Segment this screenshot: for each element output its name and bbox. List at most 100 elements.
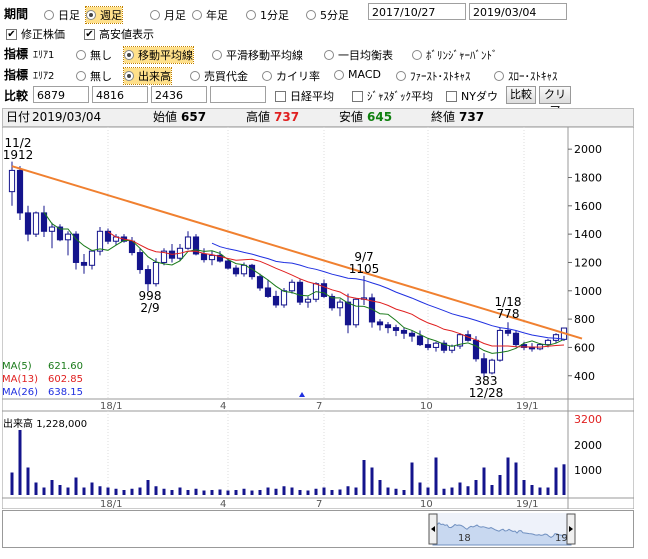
indicator2-option-4[interactable]: MACD: [334, 68, 381, 81]
indicator1-option-label: 平滑移動平均線: [226, 49, 303, 62]
volume-bar: [306, 490, 310, 495]
indicator1-option-2[interactable]: 平滑移動平均線: [212, 47, 303, 63]
volume-bar: [90, 482, 94, 495]
ma-legend-label: MA(26): [2, 387, 38, 398]
x-tick-label: 19/1: [516, 401, 538, 412]
candle: [80, 261, 88, 266]
candle: [432, 342, 440, 348]
volume-bar: [242, 488, 246, 495]
period-option-label: 日足: [58, 9, 80, 22]
compare-code-4[interactable]: [210, 86, 266, 103]
period-option-1[interactable]: 週足: [85, 6, 123, 24]
volume-bar: [202, 490, 206, 495]
radio-icon: [306, 10, 316, 20]
annotation-high_3-line2: 778: [497, 307, 520, 321]
jasdaq-checkbox[interactable]: ｼﾞｬｽﾀﾞｯｸ平均: [352, 88, 433, 104]
volume-bar: [386, 487, 390, 495]
period-option-5[interactable]: 5分足: [306, 7, 349, 23]
radio-icon: [246, 10, 256, 20]
indicator2-option-5[interactable]: ﾌｧｰｽﾄ･ｽﾄｷｬｽ: [396, 68, 471, 84]
annotation-high_2-line1: 9/7: [354, 250, 373, 264]
indicator2-area: ｴﾘｱ2: [33, 71, 55, 82]
indicator1-option-label: 移動平均線: [138, 49, 193, 62]
x-tick-label-volume: 19/1: [516, 499, 538, 509]
highlow-check-icon: ✔: [84, 28, 95, 40]
indicator1-option-1[interactable]: 移動平均線: [123, 46, 194, 64]
compare-code-1[interactable]: 6879: [33, 86, 89, 103]
volume-bar: [290, 487, 294, 495]
volume-bar: [74, 477, 78, 495]
compare-code-3[interactable]: 2436: [151, 86, 207, 103]
volume-bar: [82, 487, 86, 495]
candle: [520, 344, 528, 348]
volume-bar: [178, 487, 182, 495]
volume-bar: [42, 487, 46, 495]
clear-button[interactable]: クリア: [539, 86, 571, 117]
navigator-tick: 18: [458, 533, 471, 544]
y-tick-label: 2000: [574, 143, 602, 156]
period-option-2[interactable]: 月足: [150, 7, 186, 23]
candle: [496, 329, 504, 361]
indicator1-option-4[interactable]: ﾎﾞﾘﾝｼﾞｬｰﾊﾞﾝﾄﾞ: [412, 47, 498, 63]
radio-icon: [396, 71, 406, 81]
nydow-checkbox[interactable]: NYダウ: [446, 88, 498, 104]
period-option-3[interactable]: 年足: [192, 7, 228, 23]
trend-line[interactable]: [11, 165, 583, 340]
candle: [216, 254, 224, 262]
radio-icon: [76, 50, 86, 60]
x-tick-label: 7: [316, 401, 322, 412]
open-value: 657: [181, 110, 207, 124]
indicator1-option-3[interactable]: 一目均衡表: [324, 47, 393, 63]
volume-bar: [482, 467, 486, 495]
volume-bar: [410, 462, 414, 495]
highlow-checkbox[interactable]: ✔ 高安値表示: [84, 26, 154, 42]
y-tick-label: 400: [574, 370, 595, 383]
candle: [240, 264, 248, 275]
candle: [96, 230, 104, 252]
candle: [72, 233, 80, 263]
candle: [288, 281, 296, 292]
indicator2-label: 指標: [4, 68, 29, 82]
indicator2-option-label: カイリ率: [276, 70, 320, 83]
ma-legend-label: MA(5): [2, 361, 32, 372]
period-option-label: 月足: [164, 9, 186, 22]
ohlc-info-bar: 日付 2019/03/04 始値 657 高値 737 安値 645 終値 73…: [2, 108, 634, 127]
radio-icon: [124, 50, 134, 60]
indicator2-option-label: 無し: [90, 70, 112, 83]
candle: [320, 283, 328, 297]
indicator1-option-label: 無し: [90, 49, 112, 62]
candle: [272, 295, 280, 306]
right-arrow-icon: [569, 526, 573, 532]
volume-bar: [362, 460, 366, 495]
volume-bar: [106, 487, 110, 495]
navigator[interactable]: 18 19: [2, 510, 634, 548]
period-option-0[interactable]: 日足: [44, 7, 80, 23]
indicator2-option-6[interactable]: ｽﾛｰ･ｽﾄｷｬｽ: [494, 68, 558, 84]
low-label: 安値: [339, 110, 364, 124]
adjusted-price-checkbox[interactable]: ✔ 修正株価: [6, 26, 65, 42]
period-option-4[interactable]: 1分足: [246, 7, 289, 23]
indicator2-option-3[interactable]: カイリ率: [262, 68, 320, 84]
indicator2-option-1[interactable]: 出来高: [123, 67, 172, 85]
volume-bar: [170, 490, 174, 495]
volume-bar: [418, 482, 422, 495]
volume-bar: [434, 457, 438, 495]
volume-bar: [26, 467, 30, 495]
radio-icon: [44, 10, 54, 20]
candle: [552, 334, 560, 341]
volume-bar: [394, 488, 398, 495]
radio-icon: [262, 71, 272, 81]
date-from-input[interactable]: 2017/10/27: [368, 3, 466, 20]
indicator1-option-0[interactable]: 無し: [76, 47, 112, 63]
nikkei-checkbox[interactable]: 日経平均: [275, 88, 334, 104]
ma-legend: MA(5) 621.60 MA(13) 602.85 MA(26) 638.15: [2, 360, 83, 399]
volume-bar: [514, 462, 518, 495]
compare-button[interactable]: 比較: [506, 86, 536, 104]
indicator2-option-2[interactable]: 売買代金: [190, 68, 248, 84]
date-to-input[interactable]: 2019/03/04: [469, 3, 567, 20]
candle: [256, 276, 264, 289]
indicator2-option-0[interactable]: 無し: [76, 68, 112, 84]
compare-code-2[interactable]: 4816: [92, 86, 148, 103]
volume-bar: [250, 490, 254, 495]
